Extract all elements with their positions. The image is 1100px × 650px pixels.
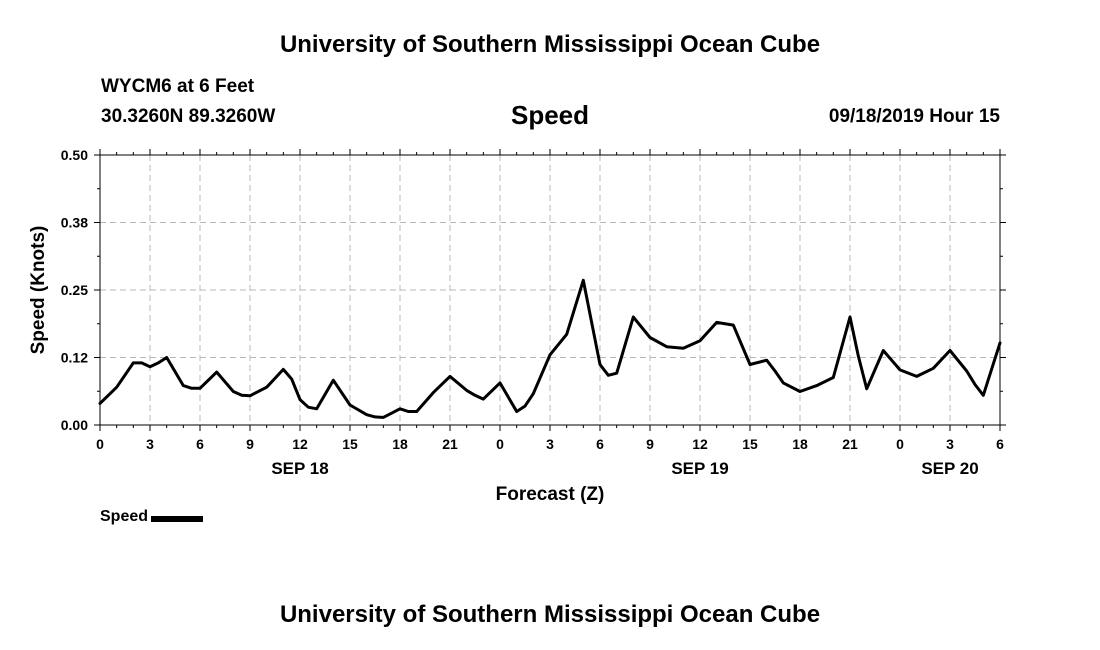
x-tick-label: 9 xyxy=(646,436,654,452)
x-tick-label: 6 xyxy=(196,436,204,452)
y-tick-label: 0.25 xyxy=(61,282,88,298)
x-tick-label: 0 xyxy=(496,436,504,452)
station-label: WYCM6 at 6 Feet xyxy=(101,76,255,97)
y-tick-label: 0.12 xyxy=(61,350,88,366)
x-tick-label: 6 xyxy=(996,436,1004,452)
speed-series-line xyxy=(98,278,1002,419)
y-axis-label: Speed (Knots) xyxy=(28,226,49,355)
x-tick-label: 9 xyxy=(246,436,254,452)
coordinates-label: 30.3260N 89.3260W xyxy=(101,106,276,127)
chart-title: Speed xyxy=(510,100,590,130)
footer-title: University of Southern Mississippi Ocean… xyxy=(279,601,821,628)
x-tick-label: 0 xyxy=(96,436,104,452)
date-label: SEP 20 xyxy=(921,459,978,478)
legend: Speed xyxy=(100,508,204,526)
y-tick-label: 0.50 xyxy=(61,147,88,163)
x-tick-label: 12 xyxy=(692,436,708,452)
y-tick-label: 0.00 xyxy=(61,417,88,433)
x-tick-label: 15 xyxy=(342,436,358,452)
x-tick-label: 18 xyxy=(392,436,408,452)
x-tick-label: 18 xyxy=(792,436,808,452)
legend-swatch xyxy=(151,516,204,522)
x-tick-label: 3 xyxy=(146,436,154,452)
date-label: SEP 18 xyxy=(271,459,328,478)
date-label: SEP 19 xyxy=(671,459,728,478)
x-tick-label: 3 xyxy=(546,436,554,452)
x-tick-label: 15 xyxy=(742,436,758,452)
y-tick-label: 0.38 xyxy=(61,215,88,231)
x-tick-label: 0 xyxy=(896,436,904,452)
x-axis-label: Forecast (Z) xyxy=(496,484,605,505)
x-tick-label: 6 xyxy=(596,436,604,452)
x-tick-label: 12 xyxy=(292,436,308,452)
x-tick-label: 21 xyxy=(442,436,458,452)
page-title: University of Southern Mississippi Ocean… xyxy=(279,31,821,58)
legend-label: Speed xyxy=(100,508,149,525)
datetime-label: 09/18/2019 Hour 15 xyxy=(828,106,1000,127)
x-tick-label: 3 xyxy=(946,436,954,452)
x-tick-label: 21 xyxy=(842,436,858,452)
